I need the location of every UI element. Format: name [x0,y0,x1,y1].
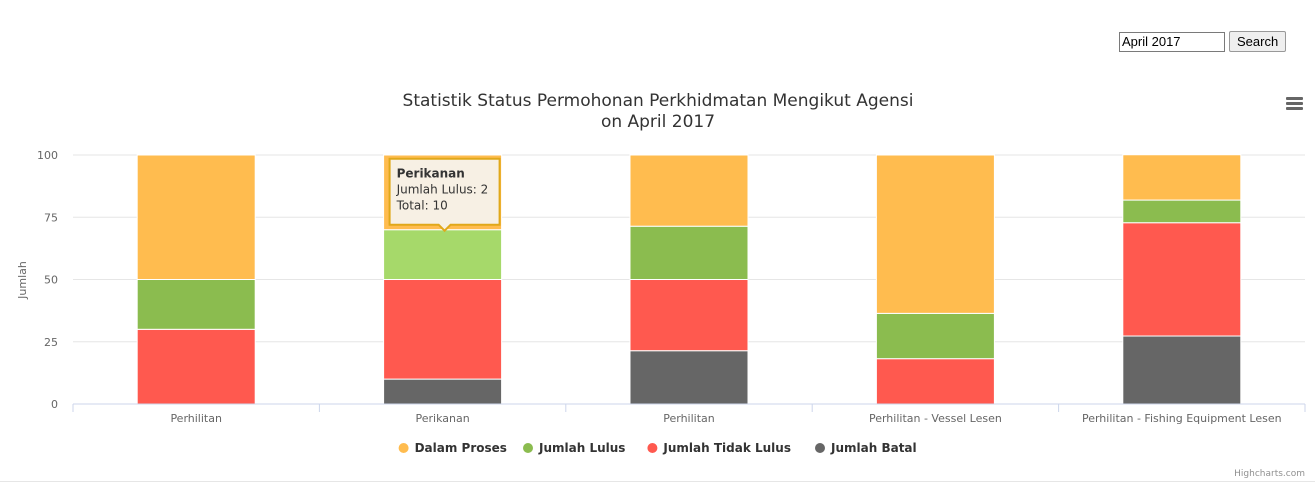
y-axis-ticks: 0 25 50 75 100 [37,149,58,411]
chart-subtitle: on April 2017 [601,112,715,132]
legend-symbol [815,443,825,453]
bars [136,154,1242,405]
legend-item[interactable]: Dalam Proses [398,441,507,455]
bar-segment[interactable] [1122,154,1242,201]
bar-segment[interactable] [875,312,995,360]
bar-segment[interactable] [875,154,995,314]
x-axis: Perhilitan Perikanan Perhilitan Perhilitan … [72,403,1306,425]
y-tick-label: 100 [37,149,58,162]
x-tick-label: Perhilitan [170,412,222,425]
legend-symbol [523,443,533,453]
legend-label: Jumlah Tidak Lulus [662,441,791,455]
bar-segment[interactable] [1122,335,1242,405]
bar-segment[interactable] [136,328,256,405]
x-tick-label: Perikanan [415,412,469,425]
tooltip-box [388,157,501,233]
bar-segment[interactable] [136,154,256,280]
bar-segment[interactable] [383,229,503,280]
x-tick-label: Perhilitan - Fishing Equipment Lesen [1082,412,1282,425]
hamburger-menu-icon[interactable] [1286,97,1303,111]
x-tick-label: Perhilitan [663,412,715,425]
search-button[interactable]: Search [1229,31,1287,52]
bar-segment[interactable] [136,279,256,330]
tooltip-category: Perikanan [397,167,465,181]
legend-symbol [398,443,409,453]
tooltip: Perikanan Jumlah Lulus: 2 Total: 10 [388,157,501,233]
y-axis-label: Jumlah [16,261,29,300]
bar-segment[interactable] [629,279,749,352]
bar-segment[interactable] [1122,222,1242,337]
search-bar: Search [1119,31,1287,52]
y-tick-label: 25 [44,336,58,349]
legend-symbol [647,443,658,453]
bar-segment[interactable] [1122,199,1242,224]
legend: Dalam Proses Jumlah Lulus Jumlah Tidak Lul… [398,441,917,455]
legend-label: Dalam Proses [415,441,507,455]
y-tick-label: 50 [44,274,58,287]
chart-title: Statistik Status Permohonan Perkhidmatan… [403,91,914,111]
bar-segment[interactable] [629,154,749,227]
legend-item[interactable]: Jumlah Batal [815,441,917,455]
legend-item[interactable]: Jumlah Tidak Lulus [647,441,791,455]
credits[interactable]: Highcharts.com [1234,469,1305,479]
divider [0,481,1315,482]
x-tick-label: Perhilitan - Vessel Lesen [869,412,1002,425]
bar-segment[interactable] [629,225,749,281]
bar-segment[interactable] [383,279,503,380]
y-tick-label: 0 [51,398,58,411]
month-input[interactable] [1119,31,1225,52]
legend-item[interactable]: Jumlah Lulus [523,441,625,455]
legend-label: Jumlah Batal [830,441,917,455]
bar-segment[interactable] [875,358,995,405]
legend-label: Jumlah Lulus [538,441,625,455]
tooltip-line: Jumlah Lulus: 2 [396,183,489,197]
bar-segment[interactable] [629,350,749,405]
y-tick-label: 75 [44,211,58,224]
bar-segment[interactable] [383,378,503,405]
tooltip-line: Total: 10 [396,199,448,213]
